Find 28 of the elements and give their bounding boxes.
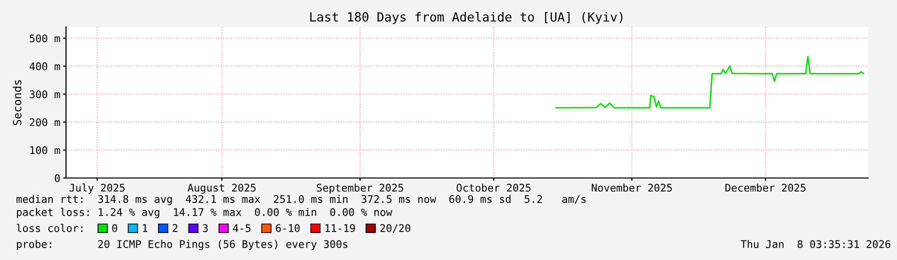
chart-title: Last 180 Days from Adelaide to [UA] (Kyiv) [310, 12, 622, 24]
legend-label: 3 [202, 224, 208, 232]
legend-label: 20/20 [380, 224, 410, 233]
legend-label: 1 [143, 224, 148, 232]
text: median rtt: 314.8 ms avg 432.1 ms max 251.0 ms min 372.5 ms now 60.9 ms sd 5.2 am/s [16, 194, 586, 206]
legend-label: 0 [112, 224, 118, 232]
text: packet loss: 1.24 % avg 14.17 % max 0.00 % min 0.00 % now [16, 208, 392, 218]
x-tick-label: September 2025 [316, 184, 404, 194]
x-tick-label: November 2025 [592, 184, 672, 192]
y-tick-label: 100 m [30, 146, 60, 154]
legend-label: 2 [172, 224, 178, 232]
x-tick-label: October 2025 [456, 184, 531, 192]
y-tick-label: 0 [54, 174, 60, 182]
legend-title: loss color: [16, 224, 82, 232]
y-tick-label: 500 m [30, 34, 60, 42]
y-tick-label: 400 m [30, 62, 60, 70]
x-tick-label: December 2025 [725, 184, 806, 192]
text: probe: 20 ICMP Echo Pings (56 Bytes) every 300s [16, 240, 348, 250]
y-axis-title: Seconds [12, 80, 22, 126]
text: Thu Jan 8 03:35:31 2026 [740, 240, 890, 248]
line-series [555, 56, 864, 109]
y-tick-label: 200 m [30, 118, 60, 126]
y-tick-label: 300 m [30, 90, 60, 98]
legend-label: 4-5 [232, 224, 250, 232]
legend-label: 11-19 [326, 224, 355, 232]
x-tick-label: July 2025 [70, 184, 125, 194]
legend-label: 6-10 [276, 224, 300, 232]
x-tick-label: August 2025 [188, 184, 256, 194]
